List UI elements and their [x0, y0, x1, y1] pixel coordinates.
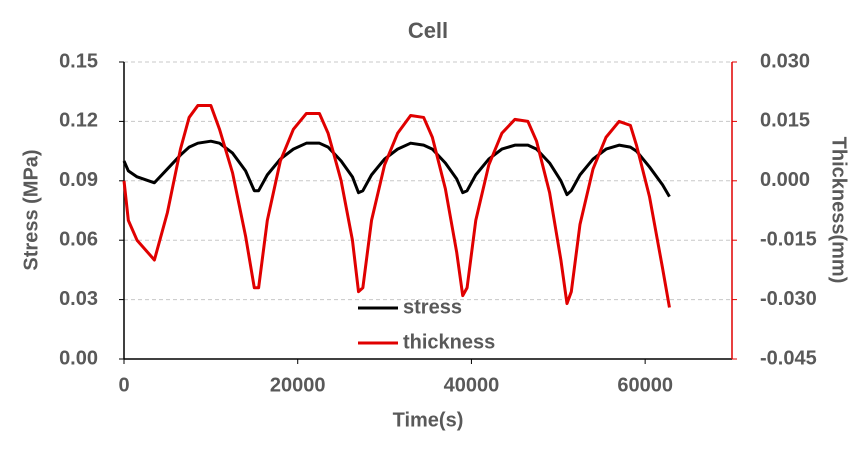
x-tick-label: 60000: [617, 374, 673, 396]
y2-tick-label: 0.000: [760, 169, 810, 191]
x-tick-label: 20000: [270, 374, 326, 396]
y2-tick-label: -0.015: [760, 228, 817, 250]
series-line: [122, 104, 671, 308]
y-tick-label: 0.03: [59, 288, 98, 310]
chart-title: Cell: [408, 18, 448, 43]
y2-tick-label: -0.030: [760, 288, 817, 310]
y2-tick-label: -0.045: [760, 347, 817, 369]
legend-label: stress: [403, 296, 462, 318]
x-tick-label: 40000: [444, 374, 500, 396]
legend-label: thickness: [403, 331, 495, 353]
y2-tick-label: 0.030: [760, 50, 810, 72]
y2-tick-label: 0.015: [760, 110, 810, 132]
y-tick-label: 0.15: [59, 50, 98, 72]
y-tick-label: 0.06: [59, 228, 98, 250]
y-tick-label: 0.00: [59, 347, 98, 369]
y-tick-label: 0.09: [59, 169, 98, 191]
x-tick-label: 0: [118, 374, 129, 396]
x-axis-label: Time(s): [393, 409, 464, 431]
series-line: [122, 139, 671, 198]
y-axis-label: Stress (MPa): [20, 149, 42, 270]
y-tick-label: 0.12: [59, 110, 98, 132]
y2-axis-label: Thickness(mm): [828, 137, 850, 284]
